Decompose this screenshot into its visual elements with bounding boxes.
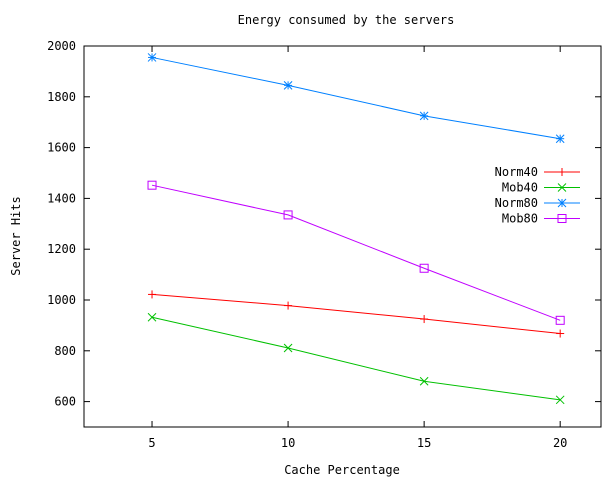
data-point [556,329,565,338]
data-point [283,343,293,353]
series-line [151,56,561,140]
data-point [420,315,429,324]
data-point [283,210,293,220]
x-tick-label: 15 [417,436,431,450]
x-tick-label: 10 [281,436,295,450]
data-point [284,301,293,310]
legend-item: Norm40 [495,165,580,179]
x-axis-label: Cache Percentage [284,463,400,477]
data-point [147,312,157,322]
series-norm80 [147,53,565,144]
data-point [419,376,429,386]
series-line [151,184,561,321]
data-point [555,134,565,144]
y-axis: 600 800 1000 1200 1400 1600 1800 2000 [47,39,601,409]
legend-item: Mob80 [502,212,580,226]
x-axis: 5 10 15 20 [148,46,567,450]
y-tick-label: 1000 [47,293,76,307]
y-tick-label: 1400 [47,191,76,205]
legend-label: Norm40 [495,165,538,179]
y-axis-label: Server Hits [9,196,23,275]
series-line [151,316,561,401]
legend-label: Norm80 [495,196,538,210]
legend-marker [557,214,567,223]
y-tick-label: 1800 [47,90,76,104]
series-layer [147,53,565,405]
x-tick-label: 5 [148,436,155,450]
legend-label: Mob40 [502,181,538,195]
data-point [419,263,429,273]
data-point [555,395,565,405]
series-norm40 [148,290,565,338]
series-mob40 [147,312,565,405]
series-line [151,293,561,335]
legend-marker [557,198,567,208]
y-tick-label: 1600 [47,141,76,155]
legend-marker [557,183,567,192]
data-point [147,53,157,62]
plot-frame [83,45,602,428]
y-tick-label: 1200 [47,242,76,256]
chart-title: Energy consumed by the servers [238,13,455,27]
data-point [419,111,429,121]
series-mob80 [147,180,565,325]
legend-marker [558,168,566,176]
y-tick-label: 600 [54,395,76,409]
legend-item: Norm80 [495,196,580,210]
y-tick-label: 800 [54,344,76,358]
data-point [148,290,157,299]
data-point [283,81,293,90]
data-point [555,315,565,325]
y-tick-label: 2000 [47,39,76,53]
legend-label: Mob80 [502,212,538,226]
data-point [147,180,157,190]
x-tick-label: 20 [553,436,567,450]
legend-item: Mob40 [502,181,580,195]
